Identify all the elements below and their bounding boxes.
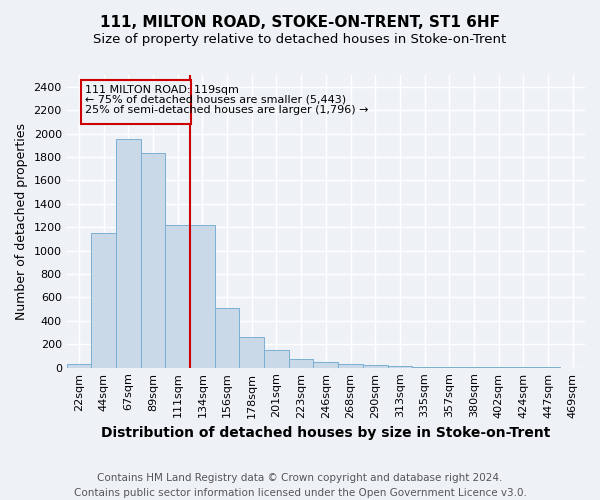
Bar bbox=[264, 350, 289, 368]
Bar bbox=[289, 359, 313, 368]
Text: Size of property relative to detached houses in Stoke-on-Trent: Size of property relative to detached ho… bbox=[94, 32, 506, 46]
Text: ← 75% of detached houses are smaller (5,443): ← 75% of detached houses are smaller (5,… bbox=[85, 95, 346, 105]
Bar bbox=[461, 367, 486, 368]
Bar bbox=[338, 364, 363, 368]
Bar bbox=[388, 366, 412, 368]
Bar bbox=[412, 366, 437, 368]
Bar bbox=[239, 336, 264, 368]
Text: Contains HM Land Registry data © Crown copyright and database right 2024.
Contai: Contains HM Land Registry data © Crown c… bbox=[74, 472, 526, 498]
Bar bbox=[215, 308, 239, 368]
Text: 111, MILTON ROAD, STOKE-ON-TRENT, ST1 6HF: 111, MILTON ROAD, STOKE-ON-TRENT, ST1 6H… bbox=[100, 15, 500, 30]
Bar bbox=[141, 154, 166, 368]
Bar bbox=[437, 366, 461, 368]
Bar bbox=[486, 367, 511, 368]
Bar bbox=[116, 140, 141, 368]
Bar bbox=[190, 226, 215, 368]
Bar bbox=[313, 362, 338, 368]
Bar bbox=[91, 233, 116, 368]
Bar bbox=[67, 364, 91, 368]
X-axis label: Distribution of detached houses by size in Stoke-on-Trent: Distribution of detached houses by size … bbox=[101, 426, 551, 440]
Text: 25% of semi-detached houses are larger (1,796) →: 25% of semi-detached houses are larger (… bbox=[85, 105, 368, 115]
FancyBboxPatch shape bbox=[82, 80, 191, 124]
Bar bbox=[166, 225, 190, 368]
Bar bbox=[363, 366, 388, 368]
Y-axis label: Number of detached properties: Number of detached properties bbox=[15, 123, 28, 320]
Text: 111 MILTON ROAD: 119sqm: 111 MILTON ROAD: 119sqm bbox=[85, 85, 239, 95]
